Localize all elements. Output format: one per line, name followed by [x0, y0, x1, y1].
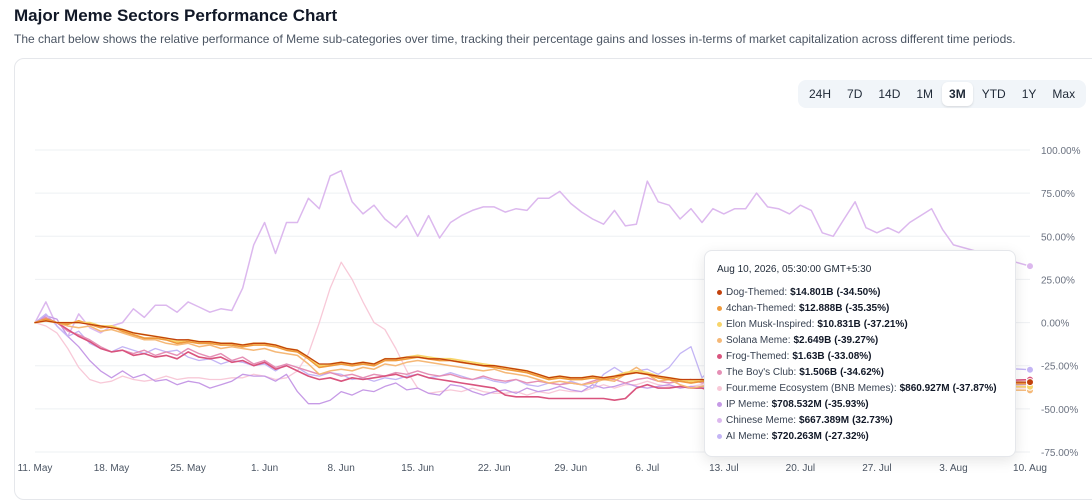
range-button-1y[interactable]: 1Y [1015, 82, 1044, 106]
tooltip-value: $2.649B [793, 334, 832, 346]
range-button-7d[interactable]: 7D [840, 82, 869, 106]
series-line-chinese-meme [34, 169, 1031, 338]
tooltip-percent: (-37.21%) [863, 318, 908, 330]
y-tick-label: -25.00% [1041, 362, 1078, 373]
tooltip-series-name: Chinese Meme: [726, 414, 797, 426]
series-color-dot [717, 401, 722, 407]
series-color-dot [717, 369, 722, 375]
series-color-dot [717, 305, 722, 311]
performance-line-chart: 100.00% 75.00% 50.00% 25.00% 0.00% -25.00% -50… [18, 146, 1081, 474]
y-tick-label: 0.00% [1041, 319, 1069, 330]
range-button-24h[interactable]: 24H [802, 82, 838, 106]
y-tick-label: -75.00% [1041, 448, 1078, 459]
series-color-dot [717, 337, 722, 343]
tooltip-series-name: 4chan-Themed: [726, 302, 797, 314]
tooltip-row: The Boy's Club: $1.506B (-34.62%) [717, 365, 884, 379]
tooltip-percent: (-33.08%) [827, 350, 872, 362]
tooltip-series-name: IP Meme: [726, 398, 769, 410]
series-color-dot [717, 289, 722, 295]
tooltip-percent: (-35.93%) [824, 398, 869, 410]
x-tick-label: 18. May [94, 463, 130, 474]
tooltip-value: $10.831B [817, 318, 861, 330]
tooltip-value: $860.927M [899, 382, 950, 394]
page-subtitle: The chart below shows the relative perfo… [14, 32, 1016, 46]
y-tick-label: -50.00% [1041, 405, 1078, 416]
series-color-dot [717, 417, 722, 423]
tooltip-row: Solana Meme: $2.649B (-39.27%) [717, 333, 878, 347]
tooltip-percent: (-34.50%) [836, 286, 881, 298]
tooltip-percent: (32.73%) [852, 414, 893, 426]
tooltip-value: $14.801B [790, 286, 834, 298]
tooltip-row: Chinese Meme: $667.389M (32.73%) [717, 413, 893, 427]
x-tick-label: 27. Jul [862, 463, 891, 474]
series-line-frog-themed [34, 318, 1031, 401]
x-tick-label: 8. Jun [328, 463, 355, 474]
tooltip-row: 4chan-Themed: $12.888B (-35.35%) [717, 301, 889, 315]
tooltip-series-name: Four.meme Ecosystem (BNB Memes): [726, 382, 897, 394]
range-button-ytd[interactable]: YTD [975, 82, 1013, 106]
tooltip-series-name: The Boy's Club: [726, 366, 797, 378]
series-line-ip-meme [34, 315, 1031, 405]
tooltip-series-name: AI Meme: [726, 430, 769, 442]
tooltip-series-name: Elon Musk-Inspired: [726, 318, 815, 330]
tooltip-header: Aug 10, 2026, 05:30:00 GMT+5:30 [717, 264, 872, 275]
y-tick-label: 100.00% [1041, 146, 1081, 157]
series-color-dot [717, 433, 722, 439]
y-tick-label: 50.00% [1041, 232, 1075, 243]
x-tick-label: 29. Jun [554, 463, 587, 474]
tooltip-value: $667.389M [799, 414, 850, 426]
range-button-1m[interactable]: 1M [909, 82, 940, 106]
x-tick-label: 11. May [18, 463, 53, 474]
range-button-3m[interactable]: 3M [942, 82, 973, 106]
series-end-point [1026, 378, 1034, 387]
tooltip-row: Four.meme Ecosystem (BNB Memes): $860.927… [717, 381, 997, 395]
y-tick-label: 75.00% [1041, 189, 1075, 200]
series-color-dot [717, 353, 722, 359]
tooltip-row: IP Meme: $708.532M (-35.93%) [717, 397, 869, 411]
x-tick-label: 25. May [170, 463, 206, 474]
time-range-selector: 24H 7D 14D 1M 3M YTD 1Y Max [798, 80, 1087, 108]
series-end-point [1026, 262, 1034, 271]
tooltip-percent: (-37.87%) [952, 382, 997, 394]
y-tick-label: 25.00% [1041, 275, 1075, 286]
tooltip-value: $12.888B [799, 302, 843, 314]
x-tick-label: 15. Jun [401, 463, 434, 474]
x-tick-label: 20. Jul [786, 463, 815, 474]
tooltip-percent: (-39.27%) [834, 334, 879, 346]
tooltip-row: Elon Musk-Inspired: $10.831B (-37.21%) [717, 317, 908, 331]
tooltip-row: AI Meme: $720.263M (-27.32%) [717, 429, 869, 443]
x-tick-label: 10. Aug [1013, 463, 1047, 474]
tooltip-value: $1.506B [799, 366, 838, 378]
tooltip-value: $1.63B [792, 350, 825, 362]
x-tick-label: 3. Aug [939, 463, 967, 474]
tooltip-percent: (-34.62%) [840, 366, 884, 378]
x-tick-label: 1. Jun [251, 463, 278, 474]
series-line-dog-themed [34, 320, 1031, 383]
tooltip-row: Dog-Themed: $14.801B (-34.50%) [717, 285, 880, 299]
tooltip-series-name: Solana Meme: [726, 334, 791, 346]
tooltip-row: Frog-Themed: $1.63B (-33.08%) [717, 349, 872, 363]
x-tick-label: 22. Jun [478, 463, 511, 474]
series-end-point [1026, 365, 1034, 374]
range-button-max[interactable]: Max [1045, 82, 1082, 106]
chart-tooltip: Aug 10, 2026, 05:30:00 GMT+5:30 Dog-Them… [704, 250, 1016, 457]
tooltip-value: $708.532M [771, 398, 822, 410]
tooltip-series-name: Frog-Themed: [726, 350, 790, 362]
tooltip-percent: (-27.32%) [824, 430, 869, 442]
tooltip-value: $720.263M [771, 430, 822, 442]
page-title: Major Meme Sectors Performance Chart [14, 6, 338, 25]
series-line-solana-meme [34, 318, 1031, 392]
x-tick-label: 13. Jul [709, 463, 738, 474]
series-line-4chan-themed [34, 318, 1031, 385]
series-color-dot [717, 321, 722, 327]
tooltip-series-name: Dog-Themed: [726, 286, 788, 298]
tooltip-percent: (-35.35%) [845, 302, 890, 314]
x-tick-label: 6. Jul [635, 463, 659, 474]
series-color-dot [717, 385, 722, 391]
range-button-14d[interactable]: 14D [871, 82, 907, 106]
